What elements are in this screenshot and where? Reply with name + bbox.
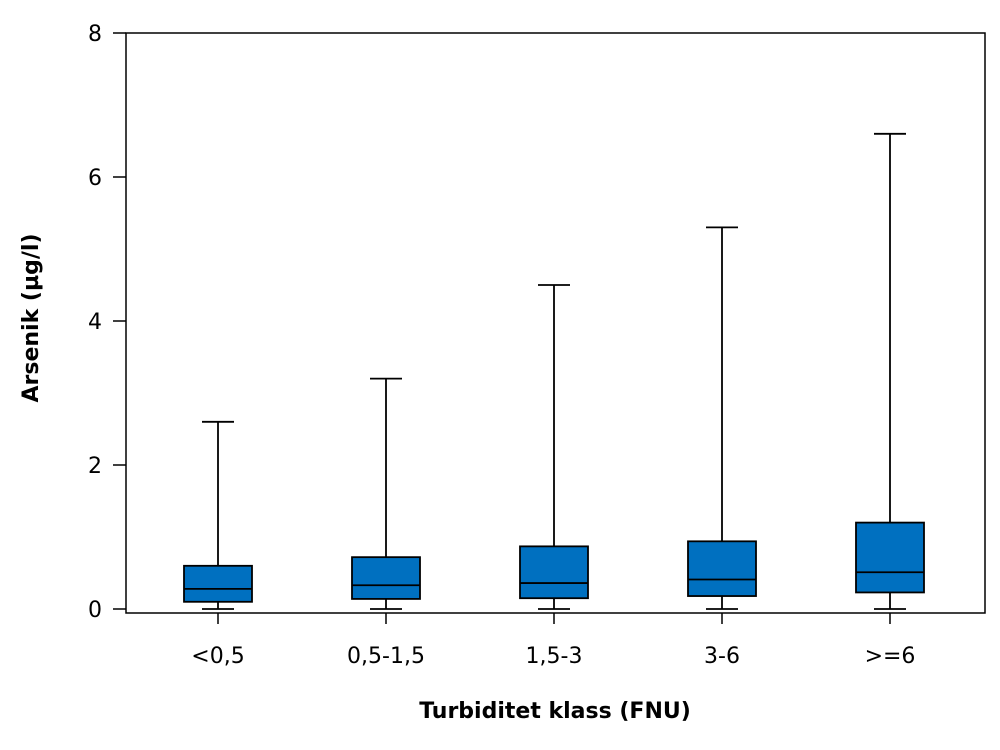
x-tick-label-2: 1,5-3 [526, 644, 583, 669]
box-iqr-1 [351, 556, 421, 600]
plot-frame [125, 32, 986, 614]
y-tick-label-1: 2 [88, 454, 102, 479]
box-iqr-0 [183, 564, 253, 603]
y-axis: 0 2 4 6 8 [88, 22, 126, 623]
box-iqr-2 [519, 545, 589, 600]
box-series [183, 132, 925, 610]
x-tick-label-3: 3-6 [704, 644, 740, 669]
y-axis-title: Arsenik (µg/l) [19, 233, 44, 402]
box-iqr-4 [855, 521, 925, 594]
x-axis: <0,5 0,5-1,5 1,5-3 3-6 >=6 [191, 613, 915, 669]
box-group-0 [183, 420, 253, 610]
x-tick-label-0: <0,5 [191, 644, 244, 669]
box-group-4 [855, 132, 925, 610]
y-tick-label-4: 8 [88, 22, 102, 47]
x-tick-label-1: 0,5-1,5 [347, 644, 425, 669]
box-group-3 [687, 226, 757, 610]
y-tick-label-2: 4 [88, 310, 102, 335]
y-tick-label-0: 0 [88, 598, 102, 623]
box-group-2 [519, 284, 589, 610]
x-tick-label-4: >=6 [865, 644, 916, 669]
x-axis-title: Turbiditet klass (FNU) [419, 699, 691, 724]
y-tick-label-3: 6 [88, 166, 102, 191]
box-group-1 [351, 377, 421, 610]
box-iqr-3 [687, 540, 757, 597]
